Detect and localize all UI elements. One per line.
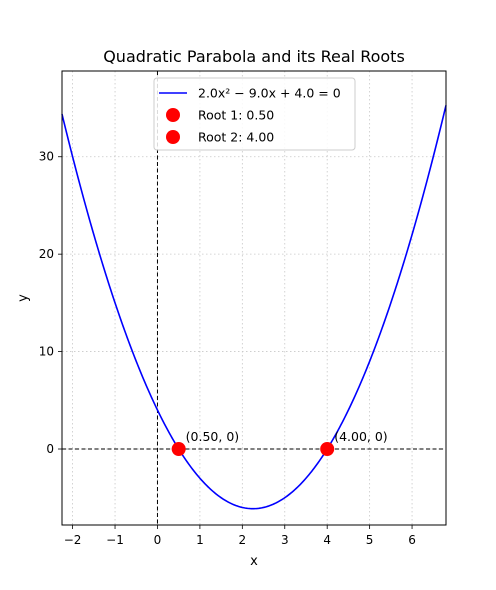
legend-point-marker [166, 130, 180, 144]
x-tick-label: 4 [323, 533, 331, 547]
x-tick-label: 0 [154, 533, 162, 547]
x-tick-label: 1 [196, 533, 204, 547]
x-tick-label: 6 [408, 533, 416, 547]
x-tick-label: 2 [239, 533, 247, 547]
legend-label: Root 2: 4.00 [198, 130, 274, 145]
parabola-curve [61, 105, 447, 510]
plot-area [61, 105, 447, 510]
y-tick-label: 10 [39, 345, 54, 359]
annotations: (0.50, 0) (4.00, 0) [186, 429, 388, 444]
y-axis-label: y [16, 294, 31, 302]
x-tick-label: 5 [366, 533, 374, 547]
legend-label: 2.0x² − 9.0x + 4.0 = 0 [198, 86, 341, 101]
y-tick-label: 30 [39, 150, 54, 164]
x-tick-label: −2 [64, 533, 82, 547]
reference-lines [62, 71, 446, 525]
root-annotation: (4.00, 0) [334, 429, 388, 444]
y-tick-label: 0 [46, 442, 54, 456]
legend-point-marker [166, 108, 180, 122]
y-axis: 0 10 20 30 [39, 150, 62, 456]
x-tick-label: −1 [106, 533, 124, 547]
chart-title: Quadratic Parabola and its Real Roots [103, 47, 405, 66]
axes-frame [61, 70, 447, 526]
y-tick-label: 20 [39, 247, 54, 261]
legend-label: Root 1: 0.50 [198, 108, 274, 123]
legend-box [153, 77, 356, 151]
root-annotation: (0.50, 0) [186, 429, 240, 444]
root-point [171, 442, 186, 457]
legend: 2.0x² − 9.0x + 4.0 = 0 Root 1: 0.50 Root 2… [153, 77, 356, 151]
x-tick-label: 3 [281, 533, 289, 547]
root-point [320, 442, 335, 457]
x-axis: −2 −1 0 1 2 3 4 5 6 [64, 525, 416, 547]
x-axis-label: x [250, 554, 258, 569]
